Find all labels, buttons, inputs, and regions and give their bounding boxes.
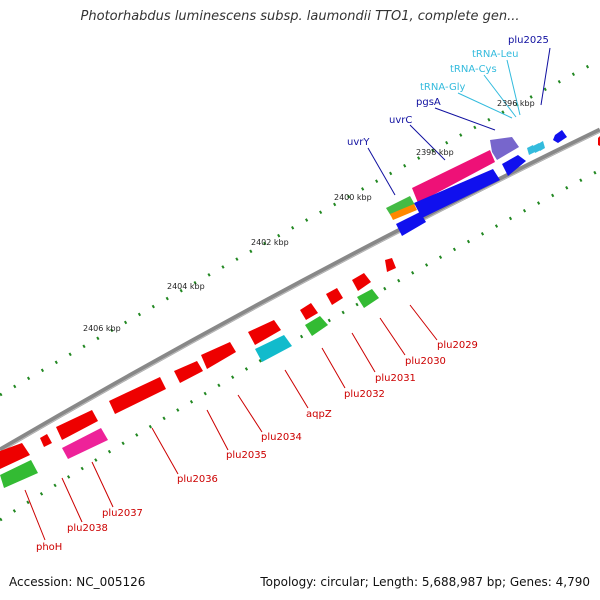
gene-arrow [0, 460, 38, 488]
gene-arrow [201, 342, 236, 369]
gene-label-plu2037: plu2037 [102, 508, 143, 519]
scale-label: 2406 kbp [83, 324, 121, 333]
gene-arrow [255, 335, 292, 362]
gene-arrow [396, 212, 426, 236]
trna-arrow [538, 141, 545, 151]
reverse-features [0, 136, 600, 488]
gene-arrow [385, 258, 396, 272]
gene-arrow [386, 196, 415, 216]
gene-arrow [326, 288, 343, 305]
gene-arrow [390, 204, 417, 220]
outer-scale-arc [0, 58, 600, 397]
gene-arrow [352, 273, 371, 291]
gene-arrow [305, 316, 328, 336]
gene-arrow [0, 443, 30, 469]
scale-labels: 2396 kbp 2398 kbp 2400 kbp 2402 kbp 2404… [83, 99, 535, 333]
gene-arrow [62, 428, 108, 459]
gene-arrow [40, 434, 52, 447]
gene-arrow [300, 303, 318, 320]
genome-summary-text: Topology: circular; Length: 5,688,987 bp… [260, 575, 590, 589]
trna-label-cys: tRNA-Cys [450, 64, 497, 75]
map-title: Photorhabdus luminescens subsp. laumondi… [80, 9, 520, 24]
forward-features [386, 130, 567, 236]
gene-arrow [412, 150, 495, 203]
gene-arrow [414, 169, 500, 218]
scale-label: 2404 kbp [167, 282, 205, 291]
gene-arrow [553, 130, 567, 143]
gene-arrow [248, 320, 281, 345]
gene-arrow [174, 361, 203, 383]
reverse-gene-labels: plu2029 plu2030 plu2031 plu2032 aqpZ plu… [36, 340, 478, 553]
trna-label-gly: tRNA-Gly [420, 82, 465, 93]
gene-arrow [490, 137, 519, 160]
gene-label-pgsa: pgsA [416, 97, 441, 108]
accession-text: Accession: NC_005126 [9, 575, 146, 589]
scale-label: 2396 kbp [497, 99, 535, 108]
gene-label-plu2034: plu2034 [261, 432, 302, 443]
gene-arrow [357, 289, 379, 308]
scale-label: 2398 kbp [416, 148, 454, 157]
gene-label-plu2032: plu2032 [344, 389, 385, 400]
gene-label-aqpz: aqpZ [306, 409, 332, 420]
gene-label-plu2035: plu2035 [226, 450, 267, 461]
gene-label-plu2038: plu2038 [67, 523, 108, 534]
inner-scale-arc [0, 168, 600, 522]
gene-label-plu2031: plu2031 [375, 373, 416, 384]
gene-label-plu2036: plu2036 [177, 474, 218, 485]
scale-label: 2402 kbp [251, 238, 289, 247]
leader-lines [24, 47, 551, 541]
gene-label-phoh: phoH [36, 542, 62, 553]
gene-label-plu2025: plu2025 [508, 35, 549, 46]
gene-label-uvrc: uvrC [389, 115, 412, 126]
gene-label-plu2029: plu2029 [437, 340, 478, 351]
trna-label-leu: tRNA-Leu [472, 49, 518, 60]
gene-arrow [56, 410, 98, 440]
trna-arrow [527, 145, 535, 155]
gene-label-plu2030: plu2030 [405, 356, 446, 367]
forward-gene-labels: plu2025 tRNA-Leu tRNA-Cys tRNA-Gly pgsA … [347, 35, 549, 148]
gene-label-uvry: uvrY [347, 137, 370, 148]
genome-backbone [0, 127, 600, 453]
scale-label: 2400 kbp [334, 193, 372, 202]
gene-arrow [109, 377, 166, 414]
gene-arrow [502, 155, 526, 176]
